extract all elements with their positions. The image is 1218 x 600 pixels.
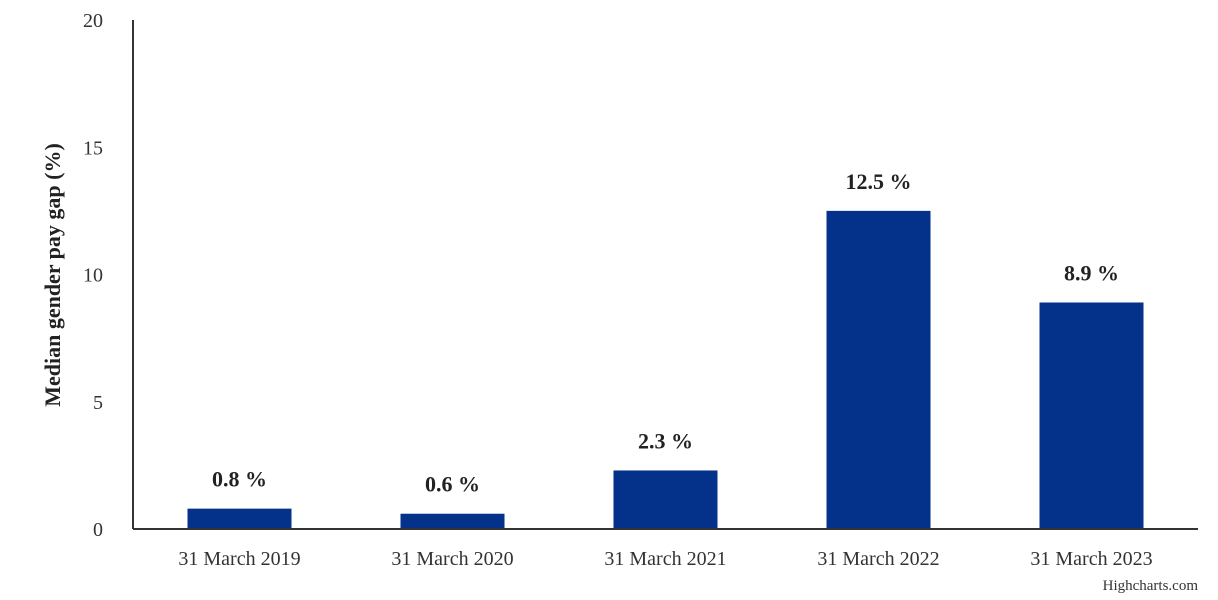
bar-data-label: 8.9 % (1064, 260, 1119, 285)
y-tick-label: 20 (83, 10, 103, 32)
x-axis-labels: 31 March 2019 31 March 2020 31 March 2021 3… (178, 548, 1152, 570)
y-tick-label: 10 (83, 265, 103, 287)
bar[interactable] (1039, 302, 1144, 529)
y-axis-title: Median gender pay gap (%) (40, 143, 65, 407)
x-category-label: 31 March 2022 (817, 548, 939, 570)
bar[interactable] (187, 508, 292, 529)
y-axis-ticks: 0 5 10 15 20 (83, 10, 103, 541)
bar-data-label: 12.5 % (846, 169, 912, 194)
y-tick-label: 15 (83, 137, 103, 159)
x-category-label: 31 March 2023 (1030, 548, 1152, 570)
x-category-label: 31 March 2020 (391, 548, 513, 570)
bar-data-label: 0.8 % (212, 467, 267, 492)
bar-series (187, 210, 1144, 529)
bar-data-label: 2.3 % (638, 428, 693, 453)
y-tick-label: 5 (93, 392, 103, 414)
x-category-label: 31 March 2021 (604, 548, 726, 570)
y-tick-label: 0 (93, 519, 103, 541)
bar[interactable] (400, 513, 505, 529)
credits-text[interactable]: Highcharts.com (1103, 578, 1199, 594)
bar[interactable] (613, 470, 718, 529)
data-labels: 0.8 % 0.6 % 2.3 % 12.5 % 8.9 % (212, 169, 1119, 497)
bar-data-label: 0.6 % (425, 472, 480, 497)
bar[interactable] (826, 210, 931, 529)
x-category-label: 31 March 2019 (178, 548, 300, 570)
